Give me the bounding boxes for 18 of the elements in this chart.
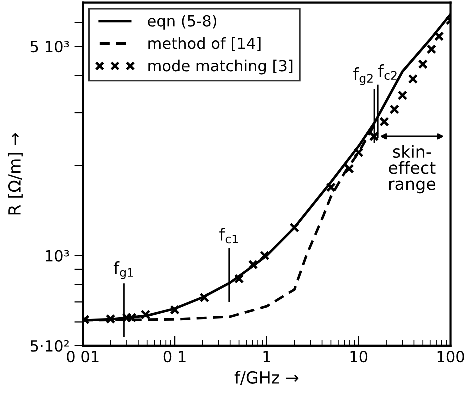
y-tick-label: 5 10³ — [30, 41, 70, 53]
x-axis-title: f/GHz → — [234, 371, 299, 386]
annotation: f$_{g1}$ — [114, 262, 134, 280]
legend-label: mode matching [3] — [148, 60, 293, 75]
annotation: skin- effect range — [389, 145, 436, 194]
x-tick-label: 1 — [264, 351, 270, 362]
y-tick-label: 5·10² — [30, 340, 69, 352]
annotation: f$_{g2}$ — [354, 67, 373, 86]
x-tick-label: 100 — [438, 351, 464, 363]
x-tick-label: 0 1 — [164, 351, 186, 363]
x-tick-label: 0 01 — [67, 351, 99, 363]
y-axis-title: R [Ω/m] → — [8, 133, 23, 215]
legend-label: eqn (5-8) — [148, 15, 216, 30]
annotation: f$_{c2}$ — [378, 64, 397, 80]
annotation: f$_{c1}$ — [220, 228, 238, 244]
y-tick-label: 10³ — [46, 250, 70, 262]
legend-label: method of [14] — [148, 37, 261, 52]
x-tick-label: 10 — [350, 351, 368, 363]
